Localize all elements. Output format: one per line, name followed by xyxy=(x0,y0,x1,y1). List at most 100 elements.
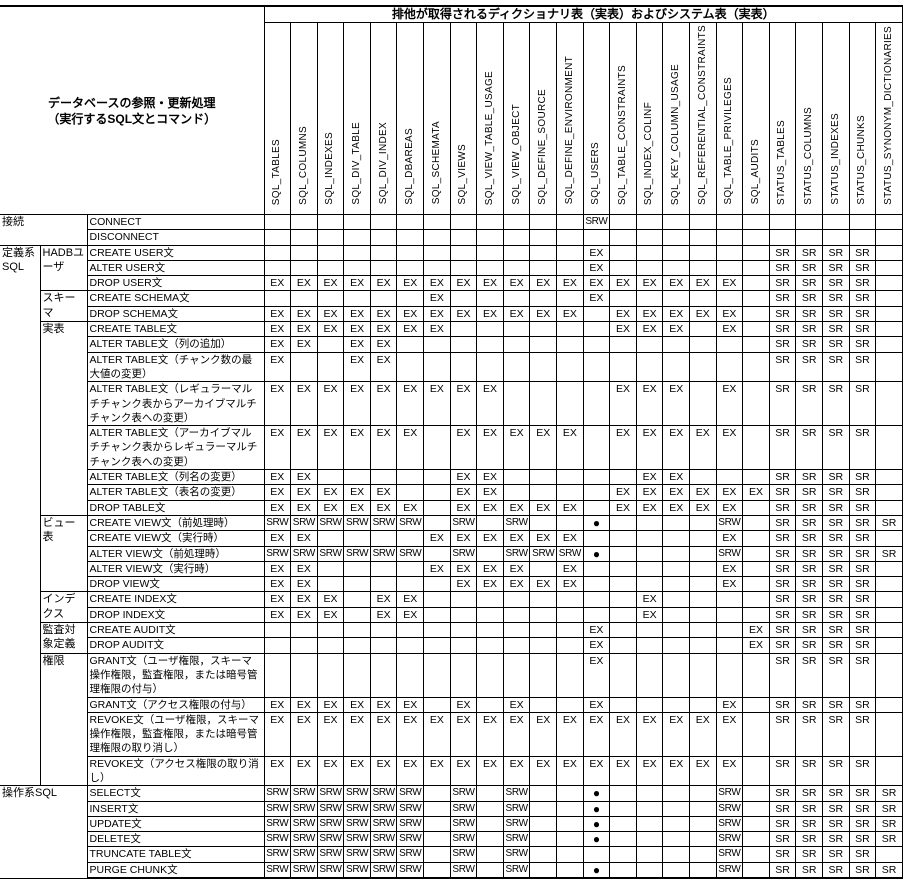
lock-mode-cell xyxy=(369,576,398,593)
lock-mode-cell: SRW xyxy=(369,785,398,802)
lock-mode-cell: SR xyxy=(848,652,877,698)
column-header-label: SQL_DIV_INDEX xyxy=(377,122,389,205)
lock-mode-cell: SRW xyxy=(263,846,292,863)
table-row: ALTER TABLE文（列名の変更） EX EX EX EX EX EX SR SR SR SR xyxy=(0,469,903,486)
lock-mode-cell xyxy=(529,652,558,698)
lock-mode-cell xyxy=(742,499,770,516)
lock-mode-cell xyxy=(556,351,584,383)
lock-mode-cell: EX xyxy=(343,351,371,383)
lock-mode-cell: EX xyxy=(290,530,318,547)
lock-mode-cell: EX xyxy=(476,484,504,501)
lock-mode-cell: EX xyxy=(343,381,371,427)
lock-mode-cell xyxy=(502,229,531,246)
lock-mode-cell: SRW xyxy=(449,545,478,562)
lock-mode-cell: SRW xyxy=(343,861,371,879)
lock-mark-cell: ● xyxy=(582,831,611,848)
lock-mode-cell xyxy=(609,846,637,863)
lock-mode-cell xyxy=(449,213,478,231)
lock-mode-cell: SR xyxy=(848,381,877,427)
lock-mode-cell: EX xyxy=(316,755,345,787)
lock-mode-cell xyxy=(316,637,345,654)
lock-mode-cell xyxy=(449,244,478,261)
lock-mode-cell: EX xyxy=(556,425,584,471)
lock-mode-cell: EX xyxy=(609,711,637,757)
lock-mode-cell xyxy=(582,484,611,501)
lock-mode-cell xyxy=(476,229,504,246)
lock-mode-cell xyxy=(689,622,717,639)
lock-mode-cell: SR xyxy=(768,652,797,698)
lock-mode-cell: EX xyxy=(263,755,292,787)
lock-mode-cell xyxy=(423,351,451,383)
lock-mode-cell xyxy=(635,831,664,848)
lock-mode-cell: EX xyxy=(423,381,451,427)
lock-mode-cell: EX xyxy=(609,755,637,787)
lock-mode-cell xyxy=(689,229,717,246)
lock-mode-cell xyxy=(635,696,664,713)
lock-mode-cell: SR xyxy=(768,425,797,471)
lock-mode-cell: SR xyxy=(848,861,877,879)
lock-mode-cell xyxy=(476,351,504,383)
lock-mode-cell: SR xyxy=(795,815,823,833)
lock-mode-cell: EX xyxy=(635,275,664,292)
lock-mode-cell: EX xyxy=(502,576,531,593)
lock-mode-cell xyxy=(449,336,478,353)
lock-mode-cell xyxy=(556,652,584,698)
lock-mode-cell: EX xyxy=(502,425,531,471)
lock-mode-cell xyxy=(875,637,903,654)
lock-mode-cell xyxy=(715,652,744,698)
lock-mode-cell xyxy=(502,469,531,486)
lock-mode-cell xyxy=(875,321,903,338)
lock-mode-cell: SR xyxy=(821,484,850,501)
category-label: 定義系SQL xyxy=(0,244,41,787)
lock-mode-cell xyxy=(556,259,584,277)
lock-mode-cell xyxy=(609,259,637,277)
table-row: ALTER VIEW文（前処理時） SRW SRW SRW SRW SRW SRW SRW SR… xyxy=(0,545,903,562)
lock-mode-cell xyxy=(715,213,744,231)
lock-mode-cell: SRW xyxy=(449,846,478,863)
lock-mode-cell: EX xyxy=(369,351,398,383)
lock-mode-cell xyxy=(556,514,584,532)
lock-mode-cell xyxy=(635,846,664,863)
column-header-label: SQL_TABLE_PRIVILEGES xyxy=(723,77,735,205)
column-header-label: SQL_VIEW_TABLE_USAGE xyxy=(483,70,495,205)
lock-mode-cell: EX xyxy=(449,469,478,486)
lock-mode-cell xyxy=(875,591,903,608)
lock-mode-cell xyxy=(449,622,478,639)
table-row: インデクス CREATE INDEX文 EX EX EX EX EX EX SR SR SR SR xyxy=(0,591,903,624)
lock-mode-cell xyxy=(556,469,584,486)
lock-mode-cell: SR xyxy=(848,305,877,323)
lock-mode-cell: EX xyxy=(502,755,531,787)
lock-mode-cell: EX xyxy=(290,321,318,338)
lock-mode-cell xyxy=(609,637,637,654)
lock-mode-cell: SR xyxy=(795,831,823,848)
group-title: 排他が取得されるディクショナリ表（実表）およびシステム表（実表） xyxy=(263,5,904,23)
lock-mode-cell: EX xyxy=(316,305,345,323)
lock-mode-cell xyxy=(423,484,451,501)
lock-mode-cell: EX xyxy=(689,275,717,292)
lock-mode-cell xyxy=(502,622,531,639)
lock-mode-cell: EX xyxy=(316,381,345,427)
lock-mode-cell: SRW xyxy=(502,815,531,833)
lock-mode-cell: EX xyxy=(423,275,451,292)
lock-mode-cell: EX xyxy=(343,696,371,713)
lock-mode-cell xyxy=(821,229,850,246)
lock-mode-cell: EX xyxy=(502,711,531,757)
lock-mode-cell xyxy=(635,244,664,261)
lock-mode-cell: EX xyxy=(449,305,478,323)
lock-mode-cell xyxy=(476,244,504,261)
lock-mode-cell: EX xyxy=(662,305,691,323)
lock-mode-cell: EX xyxy=(635,591,664,608)
lock-mode-cell xyxy=(715,591,744,608)
lock-mode-cell: SRW xyxy=(502,800,531,817)
lock-mode-cell: SR xyxy=(848,351,877,383)
lock-mode-cell: SRW xyxy=(396,815,425,833)
lock-mode-cell: SR xyxy=(821,785,850,802)
lock-mode-cell xyxy=(875,846,903,863)
column-header: SQL_COLUMNS xyxy=(290,22,318,215)
lock-mode-cell: EX xyxy=(263,275,292,292)
lock-mode-cell: SRW xyxy=(449,861,478,879)
lock-mode-cell: EX xyxy=(369,305,398,323)
lock-mode-cell xyxy=(529,229,558,246)
column-header: SQL_DIV_TABLE xyxy=(343,22,371,215)
lock-mode-cell xyxy=(423,652,451,698)
